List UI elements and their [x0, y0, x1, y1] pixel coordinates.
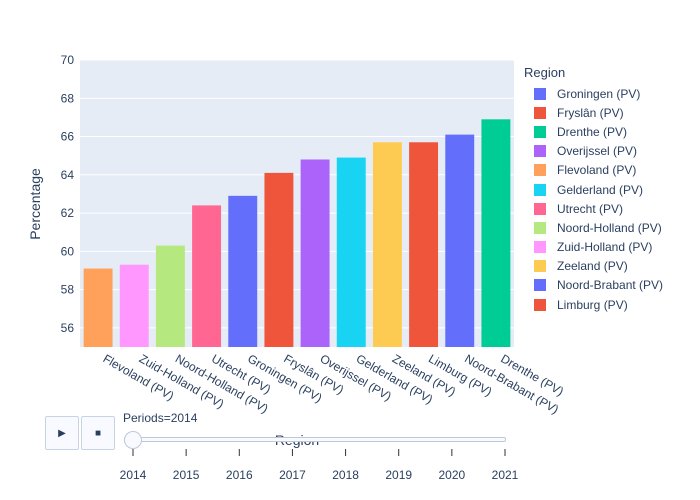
- y-tick-label: 70: [61, 53, 75, 67]
- bar: [264, 172, 294, 347]
- stop-icon: ■: [94, 427, 102, 439]
- legend-swatch: [534, 125, 546, 138]
- bars: [83, 119, 511, 348]
- legend-label: Gelderland (PV): [557, 182, 644, 197]
- legend-swatch: [534, 279, 546, 292]
- y-tick-label: 66: [61, 130, 75, 144]
- period-tick-label[interactable]: 2021: [492, 468, 519, 482]
- play-icon: ▶: [58, 427, 66, 439]
- legend-label: Limburg (PV): [557, 297, 628, 312]
- legend-item[interactable]: Gelderland (PV): [534, 180, 663, 199]
- bar: [119, 264, 149, 347]
- plot-area: [80, 60, 514, 347]
- legend-item[interactable]: Flevoland (PV): [534, 161, 663, 180]
- legend-item[interactable]: Noord-Holland (PV): [534, 218, 663, 237]
- slider-current-label: Periods=2014: [123, 411, 198, 425]
- legend-item[interactable]: Overijssel (PV): [534, 142, 663, 161]
- period-tick-label[interactable]: 2019: [385, 468, 412, 482]
- period-tick-label[interactable]: 2020: [439, 468, 466, 482]
- legend: Groningen (PV) Fryslân (PV) Drenthe (PV) Ov…: [534, 84, 663, 314]
- period-tick-label[interactable]: 2018: [332, 468, 359, 482]
- bar: [228, 195, 258, 347]
- play-button[interactable]: ▶: [45, 416, 79, 450]
- legend-swatch: [534, 106, 546, 119]
- legend-swatch: [534, 260, 546, 273]
- period-tick-label[interactable]: 2017: [279, 468, 306, 482]
- legend-label: Drenthe (PV): [557, 124, 628, 139]
- legend-label: Fryslân (PV): [557, 105, 624, 120]
- legend-item[interactable]: Zeeland (PV): [534, 257, 663, 276]
- legend-swatch: [534, 145, 546, 158]
- legend-swatch: [534, 221, 546, 234]
- legend-item[interactable]: Drenthe (PV): [534, 122, 663, 141]
- y-tick-label: 64: [61, 168, 75, 182]
- legend-label: Flevoland (PV): [557, 163, 637, 178]
- stop-button[interactable]: ■: [81, 416, 115, 450]
- x-axis-ticks: Flevoland (PV)Zuid-Holland (PV)Noord-Hol…: [101, 351, 566, 416]
- legend-item[interactable]: Zuid-Holland (PV): [534, 238, 663, 257]
- legend-label: Noord-Holland (PV): [557, 220, 662, 235]
- legend-swatch: [534, 183, 546, 196]
- y-tick-label: 68: [61, 91, 75, 105]
- y-tick-label: 56: [61, 321, 75, 335]
- legend-item[interactable]: Noord-Brabant (PV): [534, 276, 663, 295]
- bar: [445, 134, 475, 347]
- y-tick-label: 58: [61, 283, 75, 297]
- legend-item[interactable]: Groningen (PV): [534, 84, 663, 103]
- legend-swatch: [534, 87, 546, 100]
- y-tick-label: 62: [61, 206, 75, 220]
- bar: [372, 142, 402, 347]
- bar: [83, 268, 113, 347]
- legend-item[interactable]: Utrecht (PV): [534, 199, 663, 218]
- legend-swatch: [534, 298, 546, 311]
- period-slider-handle[interactable]: [124, 431, 142, 449]
- period-tick-label[interactable]: 2015: [173, 468, 200, 482]
- bar: [409, 142, 439, 347]
- legend-title: Region: [524, 65, 566, 80]
- legend-label: Zeeland (PV): [557, 259, 628, 274]
- legend-item[interactable]: Limburg (PV): [534, 295, 663, 314]
- bar: [481, 119, 511, 348]
- legend-swatch: [534, 202, 546, 215]
- y-axis-ticks: 56 58 60 62 64 66 68 70: [61, 53, 75, 335]
- period-ticks: 2014 2015 2016 2017 2018 2019 2020 2021: [120, 449, 519, 482]
- legend-label: Utrecht (PV): [557, 201, 624, 216]
- period-slider-track[interactable]: [124, 437, 506, 442]
- bar: [192, 205, 222, 347]
- y-tick-label: 60: [61, 244, 75, 258]
- legend-item[interactable]: Fryslân (PV): [534, 103, 663, 122]
- legend-swatch: [534, 164, 546, 177]
- bar: [336, 157, 366, 347]
- period-tick-label[interactable]: 2014: [120, 468, 147, 482]
- legend-label: Noord-Brabant (PV): [557, 278, 664, 293]
- bar: [300, 159, 330, 347]
- legend-swatch: [534, 241, 546, 254]
- legend-label: Zuid-Holland (PV): [557, 240, 653, 255]
- period-tick-label[interactable]: 2016: [226, 468, 253, 482]
- y-axis-title: Percentage: [27, 168, 43, 240]
- bar: [155, 245, 185, 347]
- legend-label: Groningen (PV): [557, 86, 641, 101]
- gridlines: [80, 59, 514, 329]
- legend-label: Overijssel (PV): [557, 144, 638, 159]
